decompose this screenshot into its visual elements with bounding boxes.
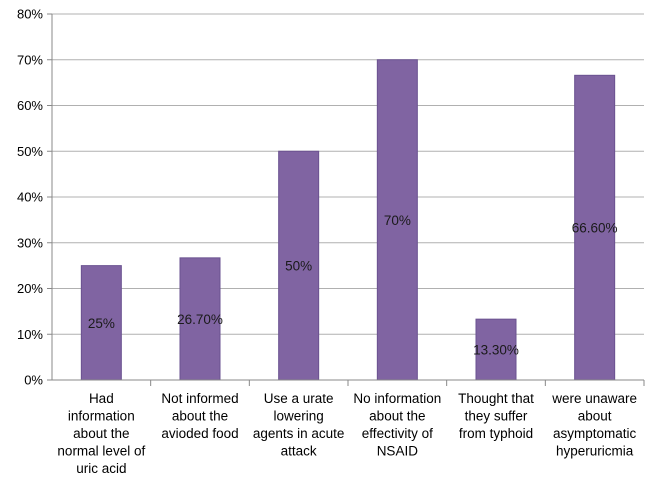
bar xyxy=(475,318,517,381)
data-label: 25% xyxy=(88,316,115,331)
bar xyxy=(278,150,320,381)
data-labels: 25% 26.70% 50% 70% 13.30% 66.60% xyxy=(88,213,618,358)
x-category-label: Not informed about the avioded food xyxy=(161,391,238,441)
category-labels: Had information about the normal level of ur… xyxy=(57,391,637,476)
data-label: 66.60% xyxy=(572,221,618,236)
y-tick-label: 70% xyxy=(17,52,43,67)
y-tick-label: 80% xyxy=(17,7,43,22)
bars xyxy=(80,59,616,381)
x-category-label: Thought that they suffer from typhoid xyxy=(458,391,534,441)
bar xyxy=(80,265,122,381)
x-category-label: Use a urate lowering agents in acute attack xyxy=(253,391,345,459)
y-tick-label: 20% xyxy=(17,281,43,296)
data-label: 50% xyxy=(285,259,312,274)
y-tick-label: 60% xyxy=(17,98,43,113)
axes xyxy=(51,14,645,386)
x-category-label: were unaware about asymptomatic hyperuricmi… xyxy=(551,391,637,459)
data-label: 70% xyxy=(384,213,411,228)
y-tick-label: 30% xyxy=(17,235,43,250)
y-tick-label: 40% xyxy=(17,190,43,205)
x-category-label: Had information about the normal level of ur… xyxy=(57,391,145,476)
bar xyxy=(574,74,616,381)
bar xyxy=(376,59,418,381)
y-tick-label: 50% xyxy=(17,144,43,159)
bar xyxy=(179,257,221,381)
gridlines xyxy=(52,13,644,335)
y-tick-label: 10% xyxy=(17,327,43,342)
data-label: 26.70% xyxy=(177,312,223,327)
x-category-label: No information about the effectivity of NSA… xyxy=(353,391,441,459)
y-tick-label: 0% xyxy=(24,373,43,388)
y-axis-ticks: 0% 10% 20% 30% 40% 50% 60% 70% 80% xyxy=(17,7,52,388)
data-label: 13.30% xyxy=(473,343,519,358)
